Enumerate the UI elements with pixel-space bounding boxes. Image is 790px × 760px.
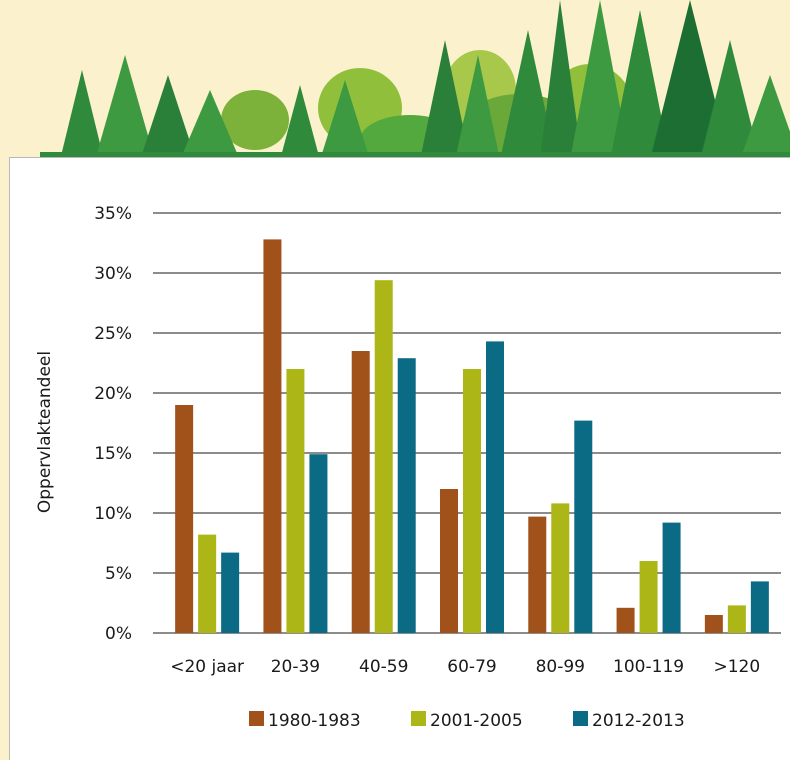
bar-1980-1983-20-39 [263, 239, 282, 633]
legend-label: 2012-2013 [592, 711, 685, 731]
bar-2012-2013-60-79 [486, 341, 504, 633]
x-category-label: 40-59 [359, 657, 408, 677]
bar-1980-1983-80-99 [528, 516, 547, 633]
y-axis-title: Oppervlakteandeel [35, 351, 55, 513]
y-tick-label: 25% [94, 324, 132, 344]
legend-swatch [573, 711, 588, 726]
x-category-label: 20-39 [271, 657, 320, 677]
x-category-label: >120 [714, 657, 761, 677]
forest-banner-illustration [40, 0, 790, 160]
bar-2012-2013-40-59 [397, 358, 416, 633]
y-tick-label: 30% [94, 264, 132, 284]
legend-label: 1980-1983 [268, 711, 361, 731]
bar-2001-2005-40-59 [374, 280, 393, 633]
y-tick-label: 35% [94, 204, 132, 224]
y-tick-label: 0% [105, 624, 132, 644]
bar-1980-1983-60-79 [440, 489, 458, 633]
bar-1980-1983-100-119 [616, 607, 635, 633]
legend-swatch [411, 711, 426, 726]
x-category-label: 100-119 [613, 657, 684, 677]
bar-2012-2013-<20 jaar [221, 552, 240, 633]
x-axis-categories: <20 jaar 20-39 40-59 60-79 80-99 100-119 >120 [170, 657, 760, 677]
legend-swatch [249, 711, 264, 726]
bar-1980-1983-<20 jaar [175, 405, 194, 633]
bar-2001-2005-100-119 [639, 561, 658, 633]
bar-2001-2005-<20 jaar [198, 534, 217, 633]
bar-2001-2005-80-99 [551, 503, 570, 633]
x-category-label: 80-99 [536, 657, 585, 677]
y-tick-label: 20% [94, 384, 132, 404]
bar-2001-2005-20-39 [286, 369, 305, 633]
bar-2001-2005->120 [727, 605, 746, 633]
bar-1980-1983-40-59 [351, 351, 370, 633]
y-tick-label: 10% [94, 504, 132, 524]
bars [175, 239, 769, 633]
x-category-label: 60-79 [447, 657, 496, 677]
forest-trees-icon [40, 0, 790, 160]
bar-2012-2013-80-99 [574, 420, 593, 633]
y-axis-ticks: 0% 5% 10% 15% 20% 25% 30% 35% [94, 204, 132, 644]
legend-label: 2001-2005 [430, 711, 523, 731]
bar-2001-2005-60-79 [463, 369, 481, 633]
legend: 1980-1983 2001-2005 2012-2013 [249, 711, 685, 731]
bar-2012-2013-20-39 [309, 454, 328, 633]
y-tick-label: 5% [105, 564, 132, 584]
bar-2012-2013-100-119 [662, 522, 681, 633]
bar-2012-2013->120 [750, 581, 769, 633]
y-tick-label: 15% [94, 444, 132, 464]
x-category-label: <20 jaar [170, 657, 244, 677]
bar-1980-1983->120 [704, 615, 723, 633]
